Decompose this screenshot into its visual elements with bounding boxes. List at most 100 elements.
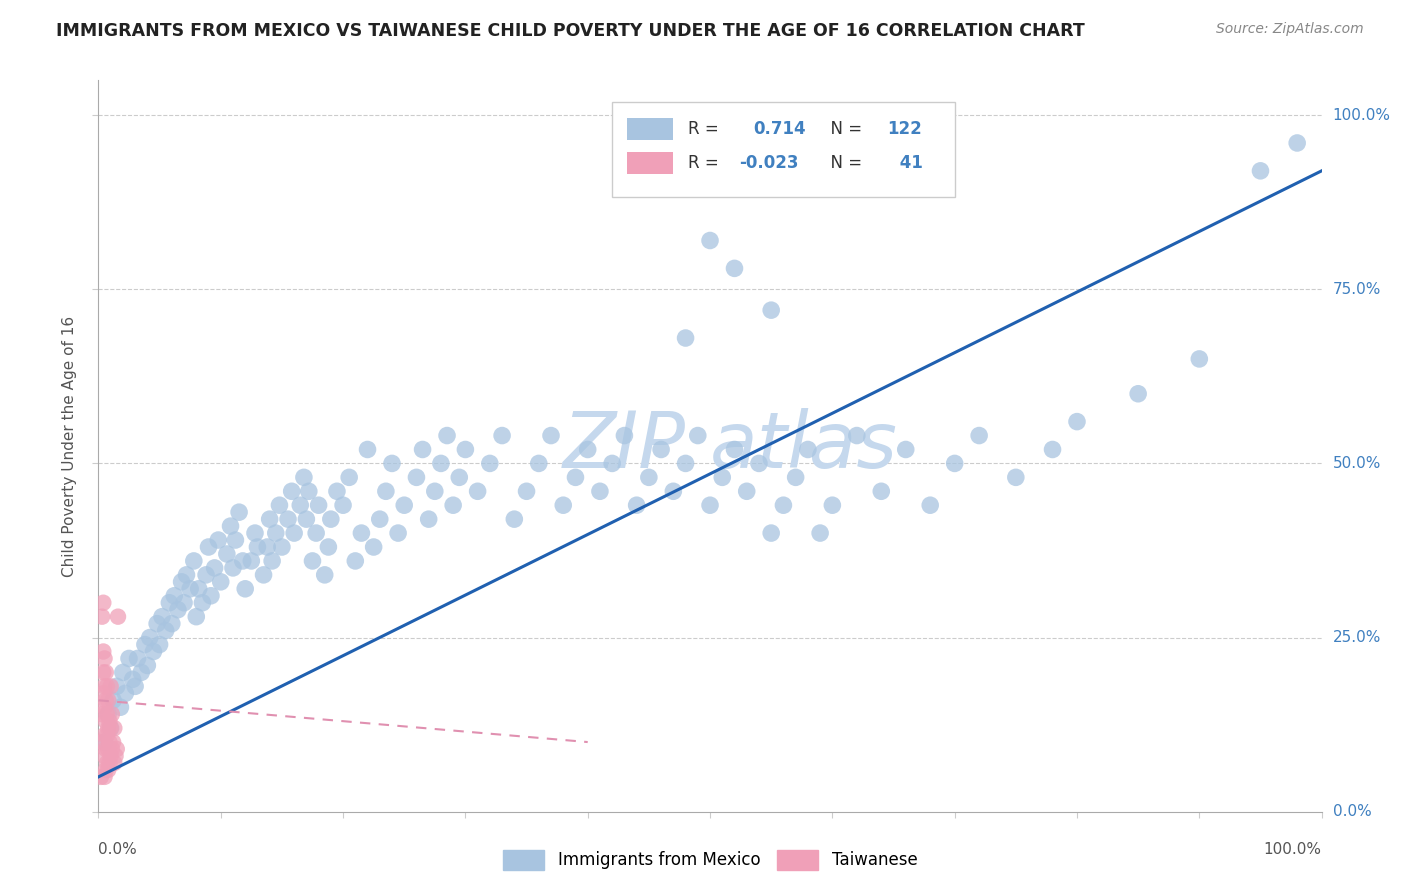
Point [515,484,537,499]
Point [179,582,201,596]
Point [98,714,121,728]
Point [467,484,489,499]
Point [157,596,180,610]
Point [142,644,165,658]
Text: R =: R = [688,120,730,138]
Point [894,442,917,457]
Point [121,673,143,687]
Point [93,679,115,693]
Point [139,631,162,645]
Point [675,331,697,345]
Point [91,665,114,680]
Text: -0.023: -0.023 [740,154,799,172]
Point [219,519,242,533]
Point [1188,351,1211,366]
Point [449,470,471,484]
Point [478,457,501,471]
Point [387,526,409,541]
Point [101,735,124,749]
Point [1128,386,1150,401]
Point [308,498,330,512]
Point [662,484,685,499]
Point [127,651,149,665]
Point [96,728,118,742]
Point [96,679,118,693]
Point [735,484,758,499]
Point [93,749,115,764]
Point [197,540,219,554]
Point [686,428,709,442]
Point [94,665,117,680]
Point [699,234,721,248]
Point [105,679,128,693]
Point [454,442,477,457]
Point [264,526,287,541]
Point [808,526,831,541]
Point [318,540,340,554]
Point [280,484,302,499]
Point [170,574,193,589]
Point [423,484,446,499]
Point [392,498,416,512]
Text: 0.0%: 0.0% [98,842,138,857]
Point [314,567,336,582]
Point [101,742,124,756]
Point [96,707,118,722]
Point [240,554,263,568]
Point [967,428,990,442]
Point [381,457,404,471]
Point [711,470,734,484]
Point [761,526,783,541]
Point [173,596,195,610]
Point [100,749,122,764]
Text: Source: ZipAtlas.com: Source: ZipAtlas.com [1216,22,1364,37]
Point [167,603,190,617]
Point [94,693,117,707]
Point [295,512,318,526]
Point [150,609,173,624]
Point [232,554,254,568]
Point [772,498,794,512]
Point [124,679,146,693]
Point [93,770,115,784]
Text: IMMIGRANTS FROM MEXICO VS TAIWANESE CHILD POVERTY UNDER THE AGE OF 16 CORRELATIO: IMMIGRANTS FROM MEXICO VS TAIWANESE CHIL… [56,22,1085,40]
Point [326,484,349,499]
Point [1066,415,1088,429]
Point [93,735,115,749]
Point [252,567,274,582]
Point [436,428,458,442]
Point [564,470,586,484]
Point [100,721,122,735]
Point [98,756,121,770]
Text: ZIP: ZIP [562,408,686,484]
Point [96,756,118,770]
Point [183,554,205,568]
Point [195,567,218,582]
Text: 122: 122 [887,120,922,138]
Point [91,686,114,700]
FancyBboxPatch shape [627,119,673,140]
Point [821,498,844,512]
Point [626,498,648,512]
Point [215,547,238,561]
Point [350,526,373,541]
Point [1042,442,1064,457]
Point [103,721,125,735]
Point [845,428,868,442]
Point [870,484,893,499]
Point [256,540,278,554]
FancyBboxPatch shape [627,152,673,174]
Point [412,442,434,457]
Text: 0.714: 0.714 [752,120,806,138]
Point [675,457,697,471]
Point [1004,470,1026,484]
Point [97,693,120,707]
Point [723,261,745,276]
Point [111,665,134,680]
Text: 25.0%: 25.0% [1333,630,1381,645]
Point [118,651,141,665]
Point [129,665,152,680]
Point [540,428,562,442]
Text: N =: N = [820,120,868,138]
Point [748,457,770,471]
